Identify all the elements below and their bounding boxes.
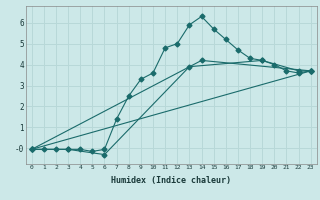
X-axis label: Humidex (Indice chaleur): Humidex (Indice chaleur) [111, 176, 231, 185]
